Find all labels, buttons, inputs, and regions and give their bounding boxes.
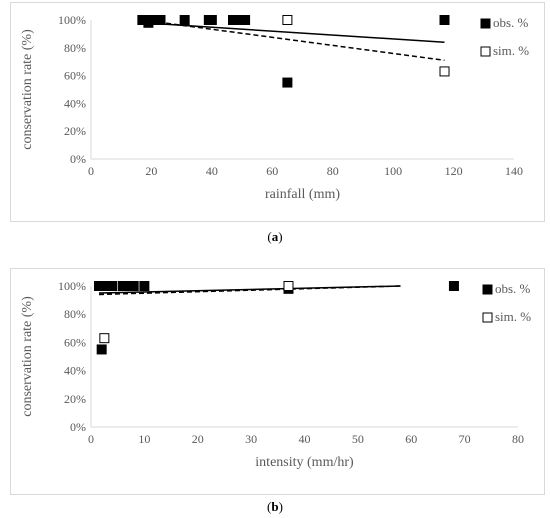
obs-point — [107, 281, 118, 291]
chart-a-svg: 0% 20% 40% 60% 80% 100% 0 20 40 60 80 100 120 140 rain… — [20, 13, 529, 202]
caption-b-letter: b — [271, 499, 279, 514]
x-tick-label: 40 — [206, 164, 218, 178]
sim-trendline — [142, 19, 445, 62]
y-axis-title: conservation rate (%) — [20, 29, 35, 150]
x-tick-label: 40 — [299, 432, 311, 446]
obs-point — [96, 344, 107, 355]
y-tick-label: 20% — [64, 392, 86, 406]
x-tick-label: 30 — [245, 432, 257, 446]
obs-point — [155, 15, 166, 25]
y-tick-label: 40% — [64, 364, 86, 378]
obs-point — [179, 15, 190, 25]
legend-marker-obs — [482, 284, 493, 295]
y-tick-label: 0% — [70, 152, 86, 166]
x-tick-label: 120 — [445, 164, 463, 178]
y-axis-title: conservation rate (%) — [20, 296, 35, 417]
obs-point — [206, 15, 217, 25]
y-tick-label: 40% — [64, 96, 86, 110]
obs-trendline — [142, 22, 445, 43]
legend-marker-sim — [480, 46, 491, 57]
caption-a-letter: a — [271, 229, 279, 244]
legend-label: sim. % — [495, 309, 531, 324]
x-tick-label: 140 — [505, 164, 523, 178]
y-tick-label: 80% — [64, 307, 86, 321]
x-axis-title: rainfall (mm) — [265, 187, 340, 202]
obs-point — [139, 281, 150, 291]
chart-panel-b: 0% 20% 40% 60% 80% 100% 0 10 20 30 40 50 60 70 80 inten… — [10, 268, 545, 495]
legend-label: sim. % — [493, 43, 529, 58]
y-tick-label: 60% — [64, 69, 86, 83]
caption-a: (a) — [267, 229, 283, 244]
sim-trendline — [98, 285, 401, 296]
sim-point — [282, 15, 293, 25]
sim-point — [99, 333, 110, 344]
x-tick-label: 0 — [88, 164, 94, 178]
y-tick-label: 60% — [64, 335, 86, 349]
obs-point — [282, 77, 293, 88]
caption-b: (b) — [267, 499, 283, 514]
y-tick-label: 80% — [64, 41, 86, 55]
x-tick-label: 20 — [145, 164, 157, 178]
legend-label: obs. % — [493, 15, 529, 30]
obs-point — [128, 281, 139, 291]
x-axis-title: intensity (mm/hr) — [255, 455, 354, 470]
x-tick-label: 60 — [405, 432, 417, 446]
x-tick-label: 100 — [384, 164, 402, 178]
x-tick-label: 70 — [459, 432, 471, 446]
legend-marker-obs — [480, 18, 491, 29]
x-tick-label: 80 — [512, 432, 524, 446]
sim-point — [439, 66, 450, 77]
x-tick-label: 80 — [327, 164, 339, 178]
legend-marker-sim — [482, 312, 493, 323]
chart-panel-a: 0% 20% 40% 60% 80% 100% 0 20 40 60 80 100 120 140 rain… — [10, 2, 545, 222]
obs-point — [448, 281, 459, 291]
chart-b-svg: 0% 20% 40% 60% 80% 100% 0 10 20 30 40 50 60 70 80 inten… — [20, 279, 531, 470]
x-tick-label: 0 — [88, 432, 94, 446]
sim-point — [283, 281, 294, 291]
obs-point — [240, 15, 251, 25]
x-tick-label: 10 — [138, 432, 150, 446]
x-tick-label: 60 — [266, 164, 278, 178]
x-tick-label: 50 — [352, 432, 364, 446]
y-tick-label: 20% — [64, 124, 86, 138]
y-tick-label: 100% — [58, 13, 86, 27]
obs-point — [439, 15, 450, 25]
legend-label: obs. % — [495, 281, 531, 296]
y-tick-label: 100% — [58, 279, 86, 293]
x-tick-label: 20 — [192, 432, 204, 446]
y-tick-label: 0% — [70, 420, 86, 434]
